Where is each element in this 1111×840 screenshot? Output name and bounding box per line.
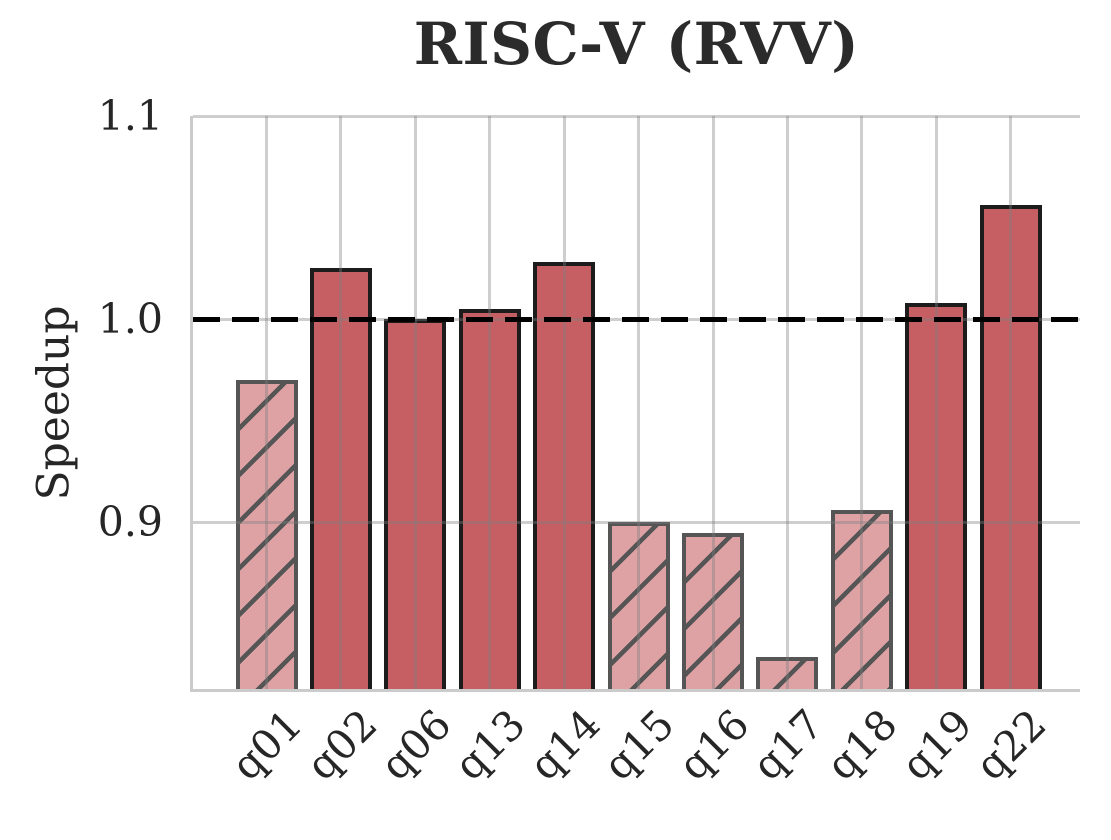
x-tick-label-q01: q01 xyxy=(222,700,312,790)
bar-q02 xyxy=(309,268,372,689)
plot-area xyxy=(190,114,1080,692)
bar-q15 xyxy=(607,522,670,689)
y-axis-spine xyxy=(190,116,193,692)
x-gridline-q14 xyxy=(562,116,566,689)
y-gridline-1.1 xyxy=(193,114,1080,118)
bar-q16 xyxy=(682,532,745,689)
y-tick-label-1.1: 1.1 xyxy=(97,92,163,140)
x-tick-label-q22: q22 xyxy=(966,700,1056,790)
x-axis-spine xyxy=(190,689,1080,692)
bar-q13 xyxy=(458,309,521,689)
bar-q06 xyxy=(384,319,447,689)
chart-title: RISC-V (RVV) xyxy=(413,10,860,78)
x-gridline-q16 xyxy=(711,116,715,689)
bar-q22 xyxy=(979,205,1042,689)
x-gridline-q13 xyxy=(488,116,492,689)
x-tick-label-q13: q13 xyxy=(445,700,535,790)
x-tick-label-q18: q18 xyxy=(817,700,907,790)
x-gridline-q02 xyxy=(339,116,343,689)
bar-q19 xyxy=(905,302,968,689)
bar-q14 xyxy=(533,262,596,689)
bar-q18 xyxy=(830,510,893,689)
x-tick-label-q14: q14 xyxy=(519,700,610,790)
x-gridline-q19 xyxy=(934,116,938,689)
y-gridline-0.9 xyxy=(193,520,1080,524)
x-gridline-q06 xyxy=(413,116,417,689)
x-gridline-q01 xyxy=(265,116,268,689)
x-gridline-q17 xyxy=(785,116,789,689)
x-tick-label-q19: q19 xyxy=(892,700,982,790)
bar-q17 xyxy=(756,656,819,689)
x-gridline-q22 xyxy=(1009,116,1013,689)
x-gridline-q18 xyxy=(860,116,864,689)
y-axis-label: Speedup xyxy=(28,305,80,501)
bar-q01 xyxy=(235,380,298,689)
x-tick-label-q15: q15 xyxy=(594,700,684,790)
baseline-dashed-line xyxy=(193,316,1080,322)
x-tick-label-q02: q02 xyxy=(296,700,387,790)
y-tick-label-0.9: 0.9 xyxy=(97,498,163,547)
x-tick-label-q06: q06 xyxy=(371,700,461,790)
y-tick-label-1.0: 1.0 xyxy=(97,295,163,344)
x-gridline-q15 xyxy=(637,116,641,689)
x-tick-label-q17: q17 xyxy=(743,700,833,790)
x-tick-label-q16: q16 xyxy=(668,700,759,790)
